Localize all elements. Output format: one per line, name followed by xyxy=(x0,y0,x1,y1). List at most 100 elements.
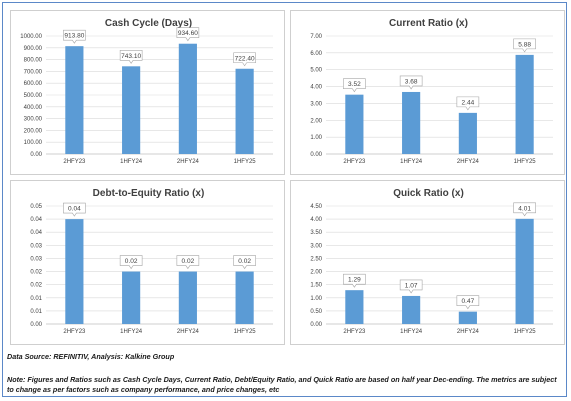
x-tick-label: 2HFY23 xyxy=(63,159,86,165)
chart-title: Quick Ratio (x) xyxy=(393,188,464,199)
cash-cycle-chart-panel: Cash Cycle (Days) 0.00 100.00 200.00 300.00 4… xyxy=(10,10,285,175)
y-tick-label: 0.00 xyxy=(310,322,322,328)
y-tick-label: 400.00 xyxy=(24,105,43,111)
cash-cycle-chart: Cash Cycle (Days) 0.00 100.00 200.00 300.00 4… xyxy=(20,18,273,165)
y-tick-label: 2.00 xyxy=(310,118,322,124)
bar xyxy=(345,94,364,154)
y-tick-label: 0.05 xyxy=(30,204,42,210)
data-label-callout xyxy=(399,75,423,90)
y-tick-label: 700.00 xyxy=(24,69,43,75)
data-label: 4.01 xyxy=(518,205,531,212)
x-tick-label: 2HFY24 xyxy=(457,159,480,165)
bar xyxy=(65,219,84,324)
y-tick-label: 4.00 xyxy=(310,217,322,223)
chart-title: Current Ratio (x) xyxy=(389,18,468,29)
y-tick-label: 1.00 xyxy=(310,296,322,302)
y-tick-label: 6.00 xyxy=(310,51,322,57)
data-label: 934.60 xyxy=(178,30,198,37)
data-label-callout xyxy=(176,27,200,42)
y-tick-label: 1.50 xyxy=(310,283,322,289)
quick-ratio-chart: Quick Ratio (x) 0.00 0.50 1.00 1.50 2.00 2.50 3… xyxy=(310,188,553,335)
bar xyxy=(122,66,141,154)
y-tick-label: 3.00 xyxy=(310,243,322,249)
chart-title: Debt-to-Equity Ratio (x) xyxy=(93,188,205,199)
x-tick-label: 2HFY23 xyxy=(63,329,86,335)
data-label-callout xyxy=(343,273,366,288)
x-tick-label: 1HFY25 xyxy=(514,329,537,335)
y-tick-label: 200.00 xyxy=(24,128,43,134)
bar xyxy=(458,311,477,324)
chart-title: Cash Cycle (Days) xyxy=(105,18,192,29)
debt-to-equity-chart-panel: Debt-to-Equity Ratio (x) 0.00 0.01 0.01 0.02… xyxy=(10,180,285,345)
x-tick-label: 1HFY25 xyxy=(234,159,257,165)
bar xyxy=(515,218,534,324)
y-tick-label: 0.01 xyxy=(30,309,42,315)
data-label-callout xyxy=(399,279,423,294)
y-tick-label: 2.50 xyxy=(310,256,322,262)
y-tick-label: 0.02 xyxy=(30,270,42,276)
bar xyxy=(402,295,421,324)
x-tick-label: 2HFY24 xyxy=(457,329,480,335)
data-label-callout xyxy=(513,38,536,53)
current-ratio-chart-panel: Current Ratio (x) 0.00 1.00 2.00 3.00 4.00 5.0… xyxy=(290,10,565,175)
x-tick-label: 1HFY24 xyxy=(120,159,143,165)
data-label: 0.02 xyxy=(238,258,251,265)
y-tick-label: 1000.00 xyxy=(20,34,42,40)
bar xyxy=(235,271,254,324)
y-tick-label: 300.00 xyxy=(24,117,43,123)
y-tick-label: 5.00 xyxy=(310,68,322,74)
y-tick-label: 0.00 xyxy=(310,152,322,158)
data-label: 743.10 xyxy=(121,53,141,60)
data-label-callout xyxy=(456,295,480,310)
y-tick-label: 0.00 xyxy=(30,322,42,328)
quick-ratio-chart-panel: Quick Ratio (x) 0.00 0.50 1.00 1.50 2.00 2.50 3… xyxy=(290,180,565,345)
x-tick-label: 2HFY24 xyxy=(177,159,200,165)
y-tick-label: 0.04 xyxy=(30,217,42,223)
y-tick-label: 0.01 xyxy=(30,296,42,302)
bar xyxy=(122,271,141,324)
y-tick-label: 500.00 xyxy=(24,93,43,99)
figure-frame: Cash Cycle (Days) 0.00 100.00 200.00 300.00 4… xyxy=(2,2,567,397)
y-tick-label: 4.50 xyxy=(310,204,322,210)
data-label-callout xyxy=(456,96,480,111)
y-tick-label: 0.04 xyxy=(30,230,42,236)
data-label: 913.80 xyxy=(64,33,84,40)
data-label: 3.52 xyxy=(348,81,361,88)
y-tick-label: 3.00 xyxy=(310,101,322,107)
y-tick-label: 900.00 xyxy=(24,46,43,52)
current-ratio-chart: Current Ratio (x) 0.00 1.00 2.00 3.00 4.00 5.0… xyxy=(310,18,553,165)
x-tick-label: 1HFY24 xyxy=(400,329,423,335)
data-label-callout xyxy=(176,255,200,270)
data-label-callout xyxy=(63,202,86,217)
bar xyxy=(345,290,364,324)
data-label: 0.02 xyxy=(125,258,138,265)
bar xyxy=(458,112,477,154)
data-label: 0.04 xyxy=(68,206,81,213)
note-text: Note: Figures and Ratios such as Cash Cy… xyxy=(7,375,557,394)
x-tick-label: 1HFY25 xyxy=(234,329,257,335)
data-source-text: Data Source: REFINITIV, Analysis: Kalkin… xyxy=(7,352,175,361)
y-tick-label: 7.00 xyxy=(310,34,322,40)
y-tick-label: 1.00 xyxy=(310,135,322,141)
bar xyxy=(515,54,534,154)
bar xyxy=(65,46,84,154)
x-tick-label: 1HFY24 xyxy=(400,159,423,165)
bar xyxy=(235,68,254,154)
data-label-callout xyxy=(63,29,86,44)
y-tick-label: 2.00 xyxy=(310,270,322,276)
y-tick-label: 0.03 xyxy=(30,256,42,262)
data-label: 0.47 xyxy=(462,298,475,305)
x-tick-label: 2HFY23 xyxy=(343,159,366,165)
data-label: 3.68 xyxy=(405,78,418,85)
y-tick-label: 0.03 xyxy=(30,243,42,249)
data-label: 1.07 xyxy=(405,282,418,289)
data-label-callout xyxy=(233,52,256,67)
y-tick-label: 800.00 xyxy=(24,58,43,64)
data-label: 0.02 xyxy=(182,258,195,265)
y-tick-label: 0.02 xyxy=(30,283,42,289)
y-tick-label: 100.00 xyxy=(24,140,43,146)
data-label: 722.40 xyxy=(235,55,255,62)
x-tick-label: 2HFY24 xyxy=(177,329,200,335)
x-tick-label: 2HFY23 xyxy=(343,329,366,335)
data-label-callout xyxy=(119,50,143,64)
